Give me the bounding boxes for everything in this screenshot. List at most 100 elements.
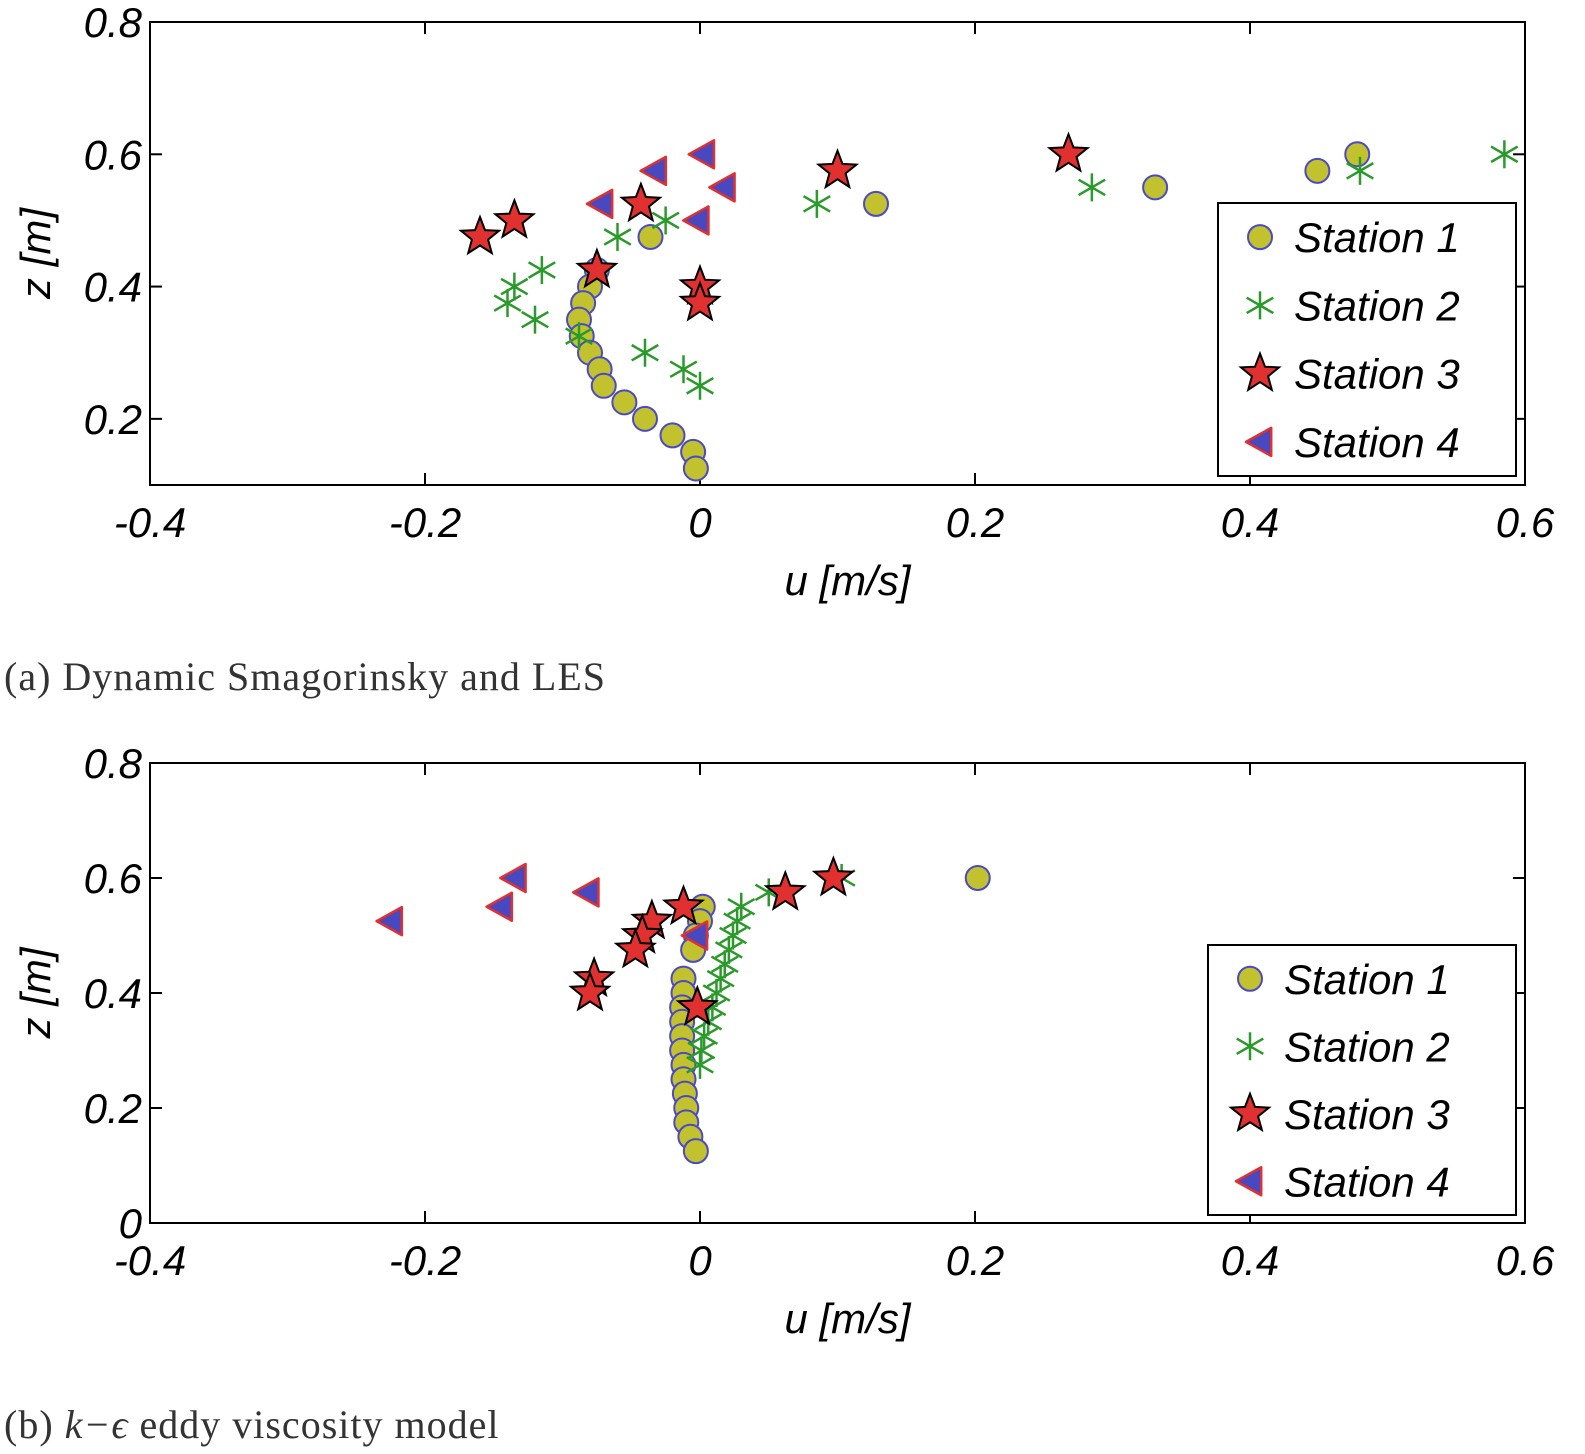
data-point [572,877,600,908]
x-axis-label: u [m/s] [784,1295,911,1342]
data-point [682,455,709,482]
x-tick-label: 0.6 [1496,499,1555,546]
x-tick-label: -0.4 [114,499,186,546]
data-point [702,979,731,1007]
y-tick-label: 0.2 [84,396,142,443]
legend: Station 1 Station 2 Station 3 Station 4 [1217,202,1517,477]
legend-marker [1228,1090,1272,1133]
data-point [1344,141,1371,168]
legend-marker [1246,291,1274,320]
x-tick-label: 0.2 [946,1237,1004,1284]
data-point [710,950,739,979]
legend-label: Station 1 [1294,214,1460,261]
data-point [499,862,527,894]
data-point [708,172,736,203]
data-point [521,305,549,334]
data-point [631,338,659,367]
data-point [1346,156,1374,185]
legend-label: Station 2 [1284,1023,1450,1070]
data-point [659,422,686,449]
legend-label: Station 2 [1294,282,1460,329]
series-station-4 [375,862,709,951]
legend-marker [1237,965,1263,992]
data-point [611,389,638,416]
legend-label: Station 4 [1294,419,1460,466]
x-tick-label: 0.6 [1496,1237,1555,1284]
data-point [492,197,537,239]
data-point [527,256,556,285]
x-tick-label: 0.4 [1221,1237,1279,1284]
data-point [690,1022,719,1051]
y-tick-label: 0.6 [84,855,143,902]
x-tick-label: 0.4 [1221,499,1279,546]
data-point [590,372,617,399]
series-station-3 [458,131,1091,322]
data-point [632,405,658,432]
data-point [719,921,747,950]
data-point [811,855,856,897]
data-point [763,869,807,911]
legend-marker [1244,426,1273,458]
legend-label: Station 4 [1284,1158,1450,1205]
x-tick-label: 0.2 [946,499,1004,546]
data-point [375,905,404,937]
data-point [682,1138,709,1165]
data-point [568,970,612,1012]
data-point [603,222,632,251]
data-point [1077,173,1106,202]
data-point [619,181,663,223]
y-tick-label: 0.4 [84,264,142,311]
legend-marker [1238,350,1282,393]
y-tick-label: 0 [119,1200,143,1247]
data-point [485,891,514,922]
data-point [678,280,722,322]
data-point [687,139,716,170]
legend-marker [1236,1032,1264,1061]
data-point [706,964,735,993]
series-station-2 [686,864,856,1079]
data-point [687,1036,716,1065]
data-point [680,920,709,951]
data-point [723,907,752,936]
y-tick-label: 0.8 [84,0,143,46]
x-axis-label: u [m/s] [784,557,911,604]
x-tick-label: 0 [688,499,712,546]
data-point [1490,140,1519,169]
series-station-4 [585,139,736,236]
data-point [1142,174,1169,201]
data-point [964,865,991,891]
chart-panel-a: -0.4 -0.2 0 0.2 0.4 0.6 0.2 0.4 0.6 0.8 u [m/s] z [… [12,0,1555,604]
data-point [863,190,889,217]
data-point [493,289,522,318]
y-tick-label: 0.4 [84,970,142,1017]
x-tick-label: -0.2 [389,1237,461,1284]
data-point [613,927,658,969]
series-station-2 [493,140,1519,400]
x-tick-label: 0 [688,1237,712,1284]
data-point [714,935,743,964]
legend-label: Station 1 [1284,956,1450,1003]
x-tick-label: -0.4 [114,1237,186,1284]
y-axis-label: z [m] [12,946,59,1039]
data-point [727,892,756,921]
data-point [682,205,710,236]
data-point [458,214,502,256]
data-point [675,984,719,1026]
data-point [669,355,698,384]
data-point [575,247,619,289]
data-point [686,1050,714,1079]
data-point [585,188,614,220]
data-point [661,883,706,926]
legend: Station 1 Station 2 Station 3 Station 4 [1207,944,1517,1216]
data-point [1046,131,1091,173]
caption-b: (b) k−ϵ eddy viscosity model [4,1402,499,1447]
legend-label: Station 3 [1284,1091,1450,1138]
data-point [686,371,714,400]
y-axis-label: z [m] [12,207,59,300]
y-tick-label: 0.8 [84,740,143,787]
data-point [565,322,593,351]
data-point [802,189,831,218]
x-tick-label: -0.2 [389,499,461,546]
legend-marker [1247,224,1273,251]
